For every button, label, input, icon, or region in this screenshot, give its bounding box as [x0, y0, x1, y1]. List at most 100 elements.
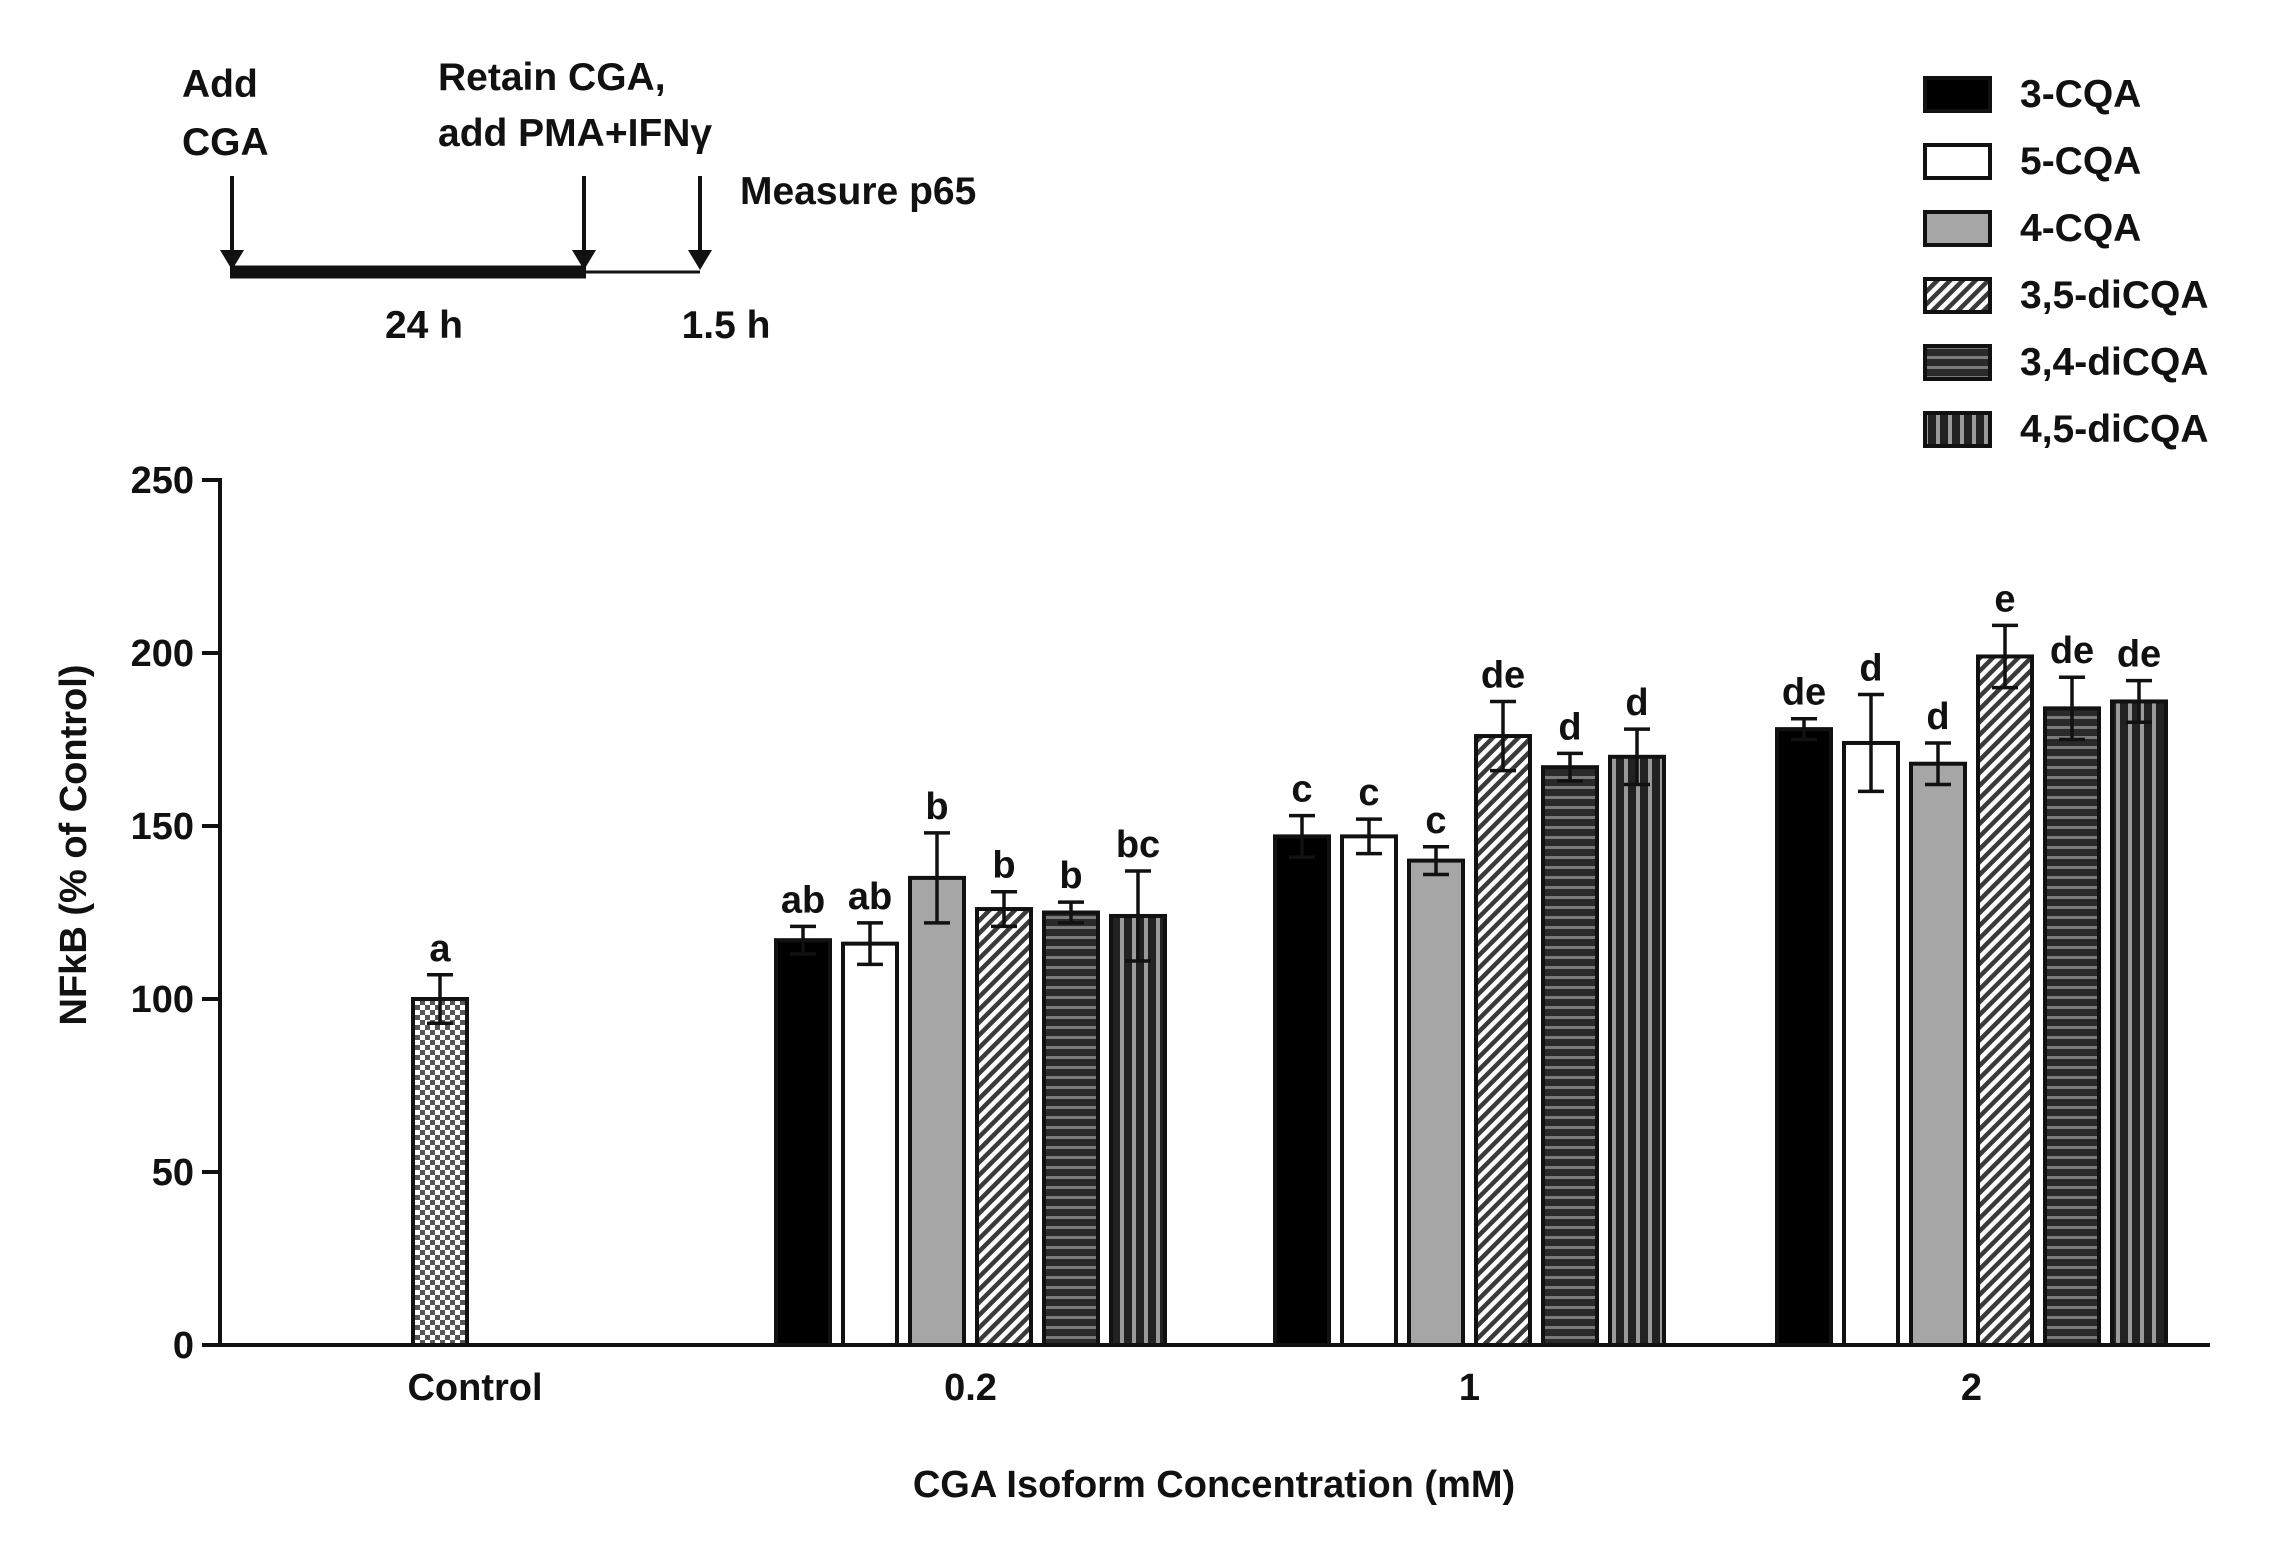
bar-3-4-dicqa-2: de	[2043, 630, 2101, 1347]
bar-4-5-dicqa-1: d	[1608, 682, 1666, 1347]
bar-4-5-dicqa-1-letter: d	[1625, 682, 1648, 724]
duration2-label: 1.5 h	[682, 304, 771, 347]
bar-4-cqa-2: d	[1909, 696, 1967, 1347]
bar-4-5-dicqa-2-rect	[2110, 699, 2168, 1347]
legend: 3-CQA 5-CQA 4-CQA 3,5-diCQA 3,4-diCQA 4,5-diC…	[1923, 73, 2209, 451]
bar-control: a	[411, 928, 469, 1347]
bar-4-cqa-0-2: b	[908, 786, 966, 1348]
duration1-label: 24 h	[385, 304, 463, 347]
bar-5-cqa-2: d	[1842, 648, 1900, 1347]
legend-label-3-5-dicqa: 3,5-diCQA	[2020, 274, 2209, 317]
arrow-add-cga	[220, 176, 244, 270]
bar-4-cqa-1-letter: c	[1425, 800, 1446, 842]
bar-3-4-dicqa-0-2: b	[1042, 855, 1100, 1347]
x-tick-label-2: 2	[1961, 1367, 1982, 1409]
y-tick-label: 150	[131, 806, 194, 848]
legend-swatch-5-cqa	[1923, 143, 1992, 180]
step3-label: Measure p65	[740, 170, 976, 213]
legend-item-4-cqa: 4-CQA	[1923, 207, 2141, 250]
bar-5-cqa-0-2-rect	[841, 941, 899, 1347]
legend-swatch-4-5-dicqa	[1923, 411, 1992, 448]
bar-5-cqa-2-rect	[1842, 740, 1900, 1347]
bar-3-5-dicqa-0-2-letter: b	[992, 845, 1015, 887]
legend-label-3-4-dicqa: 3,4-diCQA	[2020, 341, 2209, 384]
step1-line2: CGA	[182, 121, 269, 164]
bar-3-5-dicqa-1-letter: de	[1481, 654, 1525, 696]
bar-3-5-dicqa-1: de	[1474, 654, 1532, 1347]
x-tick-label-0-2: 0.2	[944, 1367, 997, 1409]
bar-3-5-dicqa-2-rect	[1976, 654, 2034, 1347]
x-tick-labels: Control 0.2 1 2	[407, 1367, 1982, 1409]
bar-3-4-dicqa-0-2-letter: b	[1059, 855, 1082, 897]
bar-3-4-dicqa-2-rect	[2043, 706, 2101, 1347]
legend-swatch-3-cqa	[1923, 76, 1992, 113]
arrow-add-pma	[572, 176, 596, 270]
x-tick-label-control: Control	[407, 1367, 542, 1409]
step2-line2: add PMA+IFNγ	[438, 112, 712, 155]
protocol-schematic: Add CGA Retain CGA, add PMA+IFNγ Measure…	[182, 56, 976, 347]
y-tick-label: 250	[131, 460, 194, 502]
bar-control-rect	[411, 997, 469, 1347]
legend-label-4-5-dicqa: 4,5-diCQA	[2020, 408, 2209, 451]
legend-label-4-cqa: 4-CQA	[2020, 207, 2141, 250]
bar-5-cqa-1-letter: c	[1358, 772, 1379, 814]
legend-item-4-5-dicqa: 4,5-diCQA	[1923, 408, 2209, 451]
bar-5-cqa-0-2-letter: ab	[848, 876, 892, 918]
bar-4-cqa-1: c	[1407, 800, 1465, 1347]
bar-3-4-dicqa-1-rect	[1541, 765, 1599, 1347]
bar-4-5-dicqa-1-rect	[1608, 754, 1666, 1347]
bar-4-5-dicqa-0-2-rect	[1109, 913, 1167, 1348]
bar-4-5-dicqa-2: de	[2110, 634, 2168, 1347]
legend-item-3-4-dicqa: 3,4-diCQA	[1923, 341, 2209, 384]
bar-3-5-dicqa-2-letter: e	[1994, 578, 2015, 620]
bar-3-4-dicqa-1: d	[1541, 706, 1599, 1347]
bar-3-5-dicqa-0-2-rect	[975, 907, 1033, 1347]
bar-4-5-dicqa-2-letter: de	[2117, 634, 2161, 676]
bar-3-cqa-1: c	[1273, 769, 1331, 1347]
y-tick-label: 0	[173, 1325, 194, 1367]
legend-item-3-5-dicqa: 3,5-diCQA	[1923, 274, 2209, 317]
bar-3-cqa-1-letter: c	[1291, 769, 1312, 811]
bar-3-5-dicqa-2: e	[1976, 578, 2034, 1347]
bar-4-cqa-2-letter: d	[1926, 696, 1949, 738]
bar-4-cqa-1-rect	[1407, 858, 1465, 1347]
x-axis-label: CGA Isoform Concentration (mM)	[913, 1464, 1515, 1506]
bar-3-4-dicqa-2-letter: de	[2050, 630, 2094, 672]
bar-4-5-dicqa-0-2: bc	[1109, 824, 1167, 1348]
bar-3-cqa-2-letter: de	[1782, 672, 1826, 714]
bar-5-cqa-1: c	[1340, 772, 1398, 1347]
y-axis-label: NFkB (% of Control)	[53, 665, 95, 1026]
legend-swatch-3-5-dicqa	[1923, 277, 1992, 314]
bar-4-cqa-2-rect	[1909, 761, 1967, 1347]
step1-line1: Add	[182, 63, 258, 106]
bar-3-4-dicqa-0-2-rect	[1042, 910, 1100, 1347]
bar-3-cqa-0-2: ab	[774, 879, 832, 1347]
legend-label-3-cqa: 3-CQA	[2020, 73, 2141, 116]
bar-4-cqa-0-2-rect	[908, 875, 966, 1348]
bar-3-cqa-1-rect	[1273, 834, 1331, 1347]
bar-control-letter: a	[429, 928, 451, 970]
legend-item-5-cqa: 5-CQA	[1923, 140, 2141, 183]
bar-5-cqa-0-2: ab	[841, 876, 899, 1347]
x-tick-label-1: 1	[1459, 1367, 1480, 1409]
bar-3-5-dicqa-0-2: b	[975, 845, 1033, 1347]
bar-5-cqa-1-rect	[1340, 834, 1398, 1347]
bar-3-cqa-2: de	[1775, 672, 1833, 1347]
bar-3-cqa-0-2-rect	[774, 938, 832, 1347]
arrow-measure	[688, 176, 712, 270]
y-ticks: 0 50 100 150 200 250	[131, 460, 220, 1367]
legend-swatch-4-cqa	[1923, 210, 1992, 247]
y-tick-label: 50	[152, 1152, 194, 1194]
legend-label-5-cqa: 5-CQA	[2020, 140, 2141, 183]
legend-swatch-3-4-dicqa	[1923, 344, 1992, 381]
bar-5-cqa-2-letter: d	[1859, 648, 1882, 690]
bar-3-5-dicqa-1-rect	[1474, 734, 1532, 1347]
legend-item-3-cqa: 3-CQA	[1923, 73, 2141, 116]
bar-3-4-dicqa-1-letter: d	[1558, 706, 1581, 748]
y-tick-label: 200	[131, 633, 194, 675]
bar-3-cqa-0-2-letter: ab	[781, 879, 825, 921]
bar-4-cqa-0-2-letter: b	[925, 786, 948, 828]
y-tick-label: 100	[131, 979, 194, 1021]
